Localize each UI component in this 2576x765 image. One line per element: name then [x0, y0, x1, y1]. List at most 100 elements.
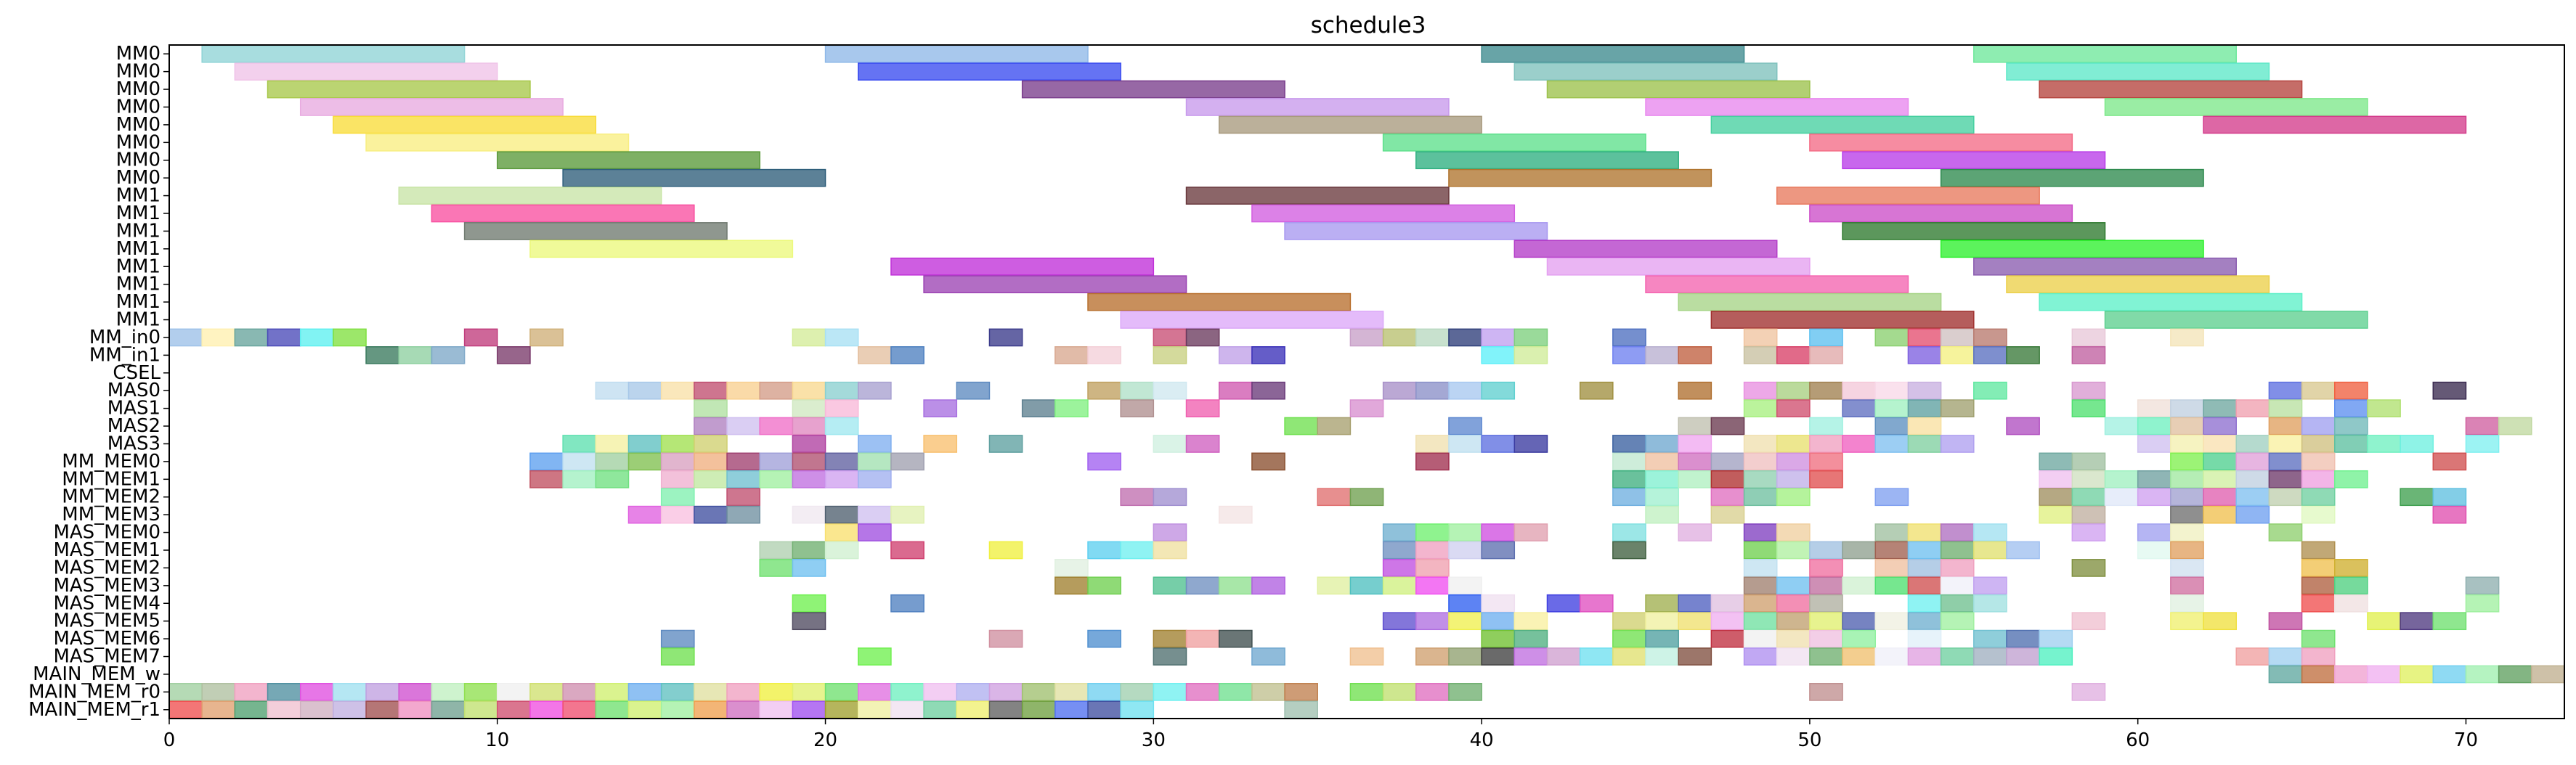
slot-block-271 [1513, 523, 1548, 541]
task-bar-19 [2203, 115, 2467, 134]
slot-block-75 [1809, 381, 1843, 400]
task-bar-38 [529, 240, 794, 258]
slot-blocks [168, 328, 2565, 719]
slot-block-406 [2006, 629, 2040, 648]
slot-block-161 [2301, 435, 2336, 453]
slot-block-147 [1645, 435, 1679, 453]
slot-block-232 [1743, 488, 1778, 507]
slot-block-182 [1645, 452, 1679, 471]
slot-block-469 [956, 683, 991, 701]
slot-block-212 [1809, 470, 1843, 488]
slot-block-27 [2170, 328, 2204, 347]
slot-block-156 [2137, 435, 2171, 453]
slot-block-343 [2301, 576, 2336, 595]
x-tick-label: 70 [2454, 729, 2478, 751]
slot-block-157 [2170, 435, 2204, 453]
slot-block-262 [2301, 505, 2336, 524]
slot-block-47 [1907, 346, 1942, 364]
slot-block-50 [2006, 346, 2040, 364]
slot-block-150 [1776, 435, 1811, 453]
slot-block-500 [627, 700, 662, 719]
slot-block-504 [759, 700, 794, 719]
slot-block-34 [1055, 346, 1089, 364]
slot-block-472 [1055, 683, 1089, 701]
slot-block-107 [2367, 399, 2401, 417]
slot-block-135 [694, 435, 728, 453]
slot-block-292 [1382, 541, 1417, 560]
slot-block-314 [1743, 559, 1778, 577]
slot-block-1 [201, 328, 236, 347]
slot-block-512 [1021, 700, 1056, 719]
slot-block-256 [1710, 505, 1745, 524]
slot-block-106 [2334, 399, 2368, 417]
slot-block-176 [857, 452, 892, 471]
x-tick-label: 50 [1797, 729, 1821, 751]
slot-block-303 [1940, 541, 1975, 560]
slot-block-264 [824, 523, 859, 541]
slot-block-337 [1842, 576, 1877, 595]
slot-block-43 [1678, 346, 1712, 364]
task-bar-6 [1513, 62, 1778, 81]
slot-block-494 [431, 700, 466, 719]
slot-block-255 [1645, 505, 1679, 524]
slot-block-269 [1448, 523, 1482, 541]
slot-block-411 [1153, 647, 1187, 666]
slot-block-355 [1743, 594, 1778, 613]
slot-block-495 [463, 700, 498, 719]
task-bar-35 [463, 222, 728, 240]
y-tick-label: MM1 [116, 255, 161, 277]
slot-block-443 [2498, 665, 2532, 684]
slot-block-404 [1907, 629, 1942, 648]
slot-block-287 [890, 541, 925, 560]
y-tick-label: MM_in0 [89, 327, 161, 348]
slot-block-163 [2367, 435, 2401, 453]
slot-block-385 [2268, 612, 2303, 631]
slot-block-124 [2170, 417, 2204, 435]
y-tick-label: MM0 [116, 78, 161, 100]
slot-block-237 [2104, 488, 2139, 507]
slot-block-233 [1776, 488, 1811, 507]
slot-block-429 [1940, 647, 1975, 666]
slot-block-66 [1251, 381, 1285, 400]
slot-block-72 [1678, 381, 1712, 400]
slot-block-509 [923, 700, 958, 719]
task-bar-52 [2104, 311, 2368, 329]
slot-block-133 [627, 435, 662, 453]
slot-block-454 [463, 683, 498, 701]
slot-block-268 [1415, 523, 1450, 541]
slot-block-434 [2268, 647, 2303, 666]
slot-block-45 [1776, 346, 1811, 364]
slot-block-299 [1809, 541, 1843, 560]
slot-block-114 [1317, 417, 1352, 435]
slot-block-152 [1842, 435, 1877, 453]
task-bar-36 [1284, 222, 1548, 240]
slot-block-463 [759, 683, 794, 701]
slot-block-306 [2137, 541, 2171, 560]
slot-block-253 [890, 505, 925, 524]
slot-block-491 [333, 700, 367, 719]
slot-block-332 [1415, 576, 1450, 595]
slot-block-187 [1809, 452, 1843, 471]
slot-block-345 [2465, 576, 2500, 595]
slot-block-138 [923, 435, 958, 453]
slot-block-19 [1612, 328, 1646, 347]
slot-block-480 [1349, 683, 1384, 701]
slot-block-391 [1087, 629, 1121, 648]
slot-block-284 [759, 541, 794, 560]
slot-block-322 [2334, 559, 2368, 577]
slot-block-162 [2334, 435, 2368, 453]
task-bar-27 [1448, 168, 1712, 187]
slot-block-97 [1874, 399, 1909, 417]
slot-block-441 [2432, 665, 2467, 684]
slot-block-158 [2203, 435, 2237, 453]
slot-block-11 [1153, 328, 1187, 347]
y-tick-label: MM1 [116, 309, 161, 331]
slot-block-335 [1776, 576, 1811, 595]
slot-block-488 [234, 700, 269, 719]
slot-block-89 [1021, 399, 1056, 417]
slot-block-316 [1874, 559, 1909, 577]
slot-block-209 [1710, 470, 1745, 488]
slot-block-171 [694, 452, 728, 471]
task-bar-34 [1809, 204, 2073, 223]
x-tick-label: 40 [1470, 729, 1494, 751]
